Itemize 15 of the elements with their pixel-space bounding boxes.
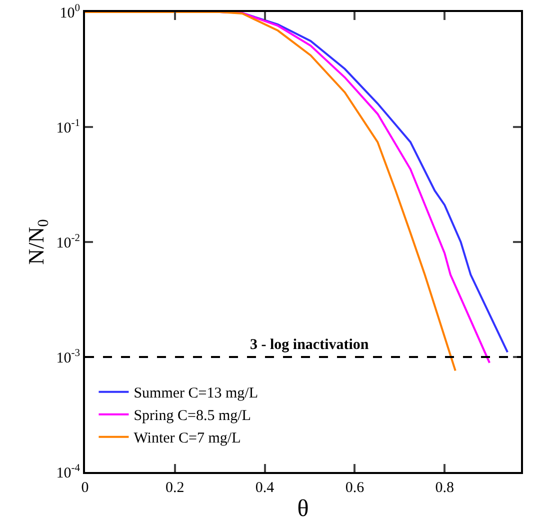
y-tick-label: 10$^{0}$ bbox=[60, 2, 80, 22]
y-tick-label: 10$^{-3}$ bbox=[56, 348, 80, 366]
x-tick-label: 0 bbox=[81, 480, 89, 496]
x-tick-label: 0.2 bbox=[166, 480, 184, 496]
legend-label: Summer C=13 mg/L bbox=[134, 386, 258, 402]
x-tick-label: 0.6 bbox=[345, 480, 365, 496]
legend-label: Winter C=7 mg/L bbox=[134, 430, 241, 447]
x-tick-label: 0.8 bbox=[435, 480, 454, 496]
annotation: 3 - log inactivation bbox=[250, 337, 370, 353]
y-tick-label: 10$^{-2}$ bbox=[56, 232, 80, 252]
legend-label: Spring C=8.5 mg/L bbox=[134, 408, 251, 424]
x-axis-title: θ bbox=[297, 496, 309, 522]
y-tick-label: 10$^{-1}$ bbox=[56, 118, 80, 136]
y-tick-label: 10$^{-4}$ bbox=[56, 462, 81, 482]
x-tick-label: 0.4 bbox=[255, 480, 275, 496]
